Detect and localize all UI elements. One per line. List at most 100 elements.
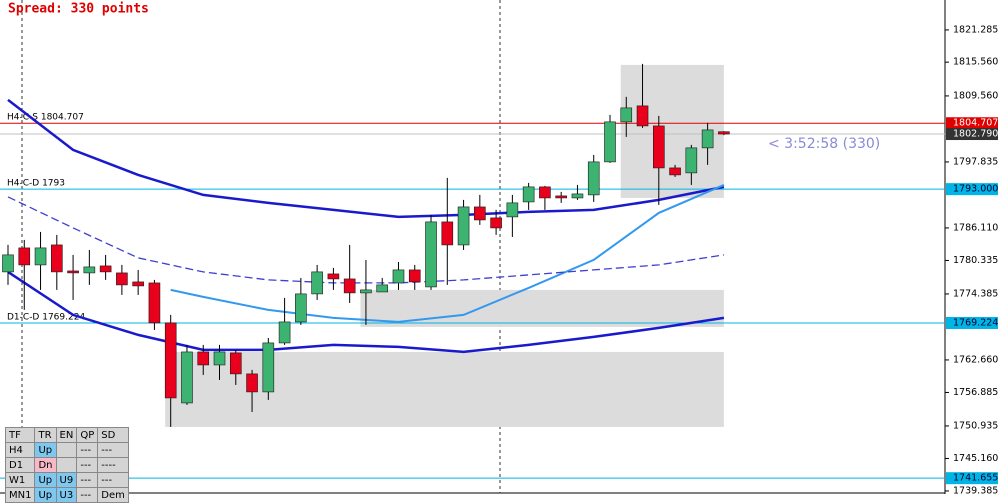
y-tick-label: 1756.885 — [953, 387, 998, 398]
table-cell: Up — [34, 487, 57, 503]
candle-body — [490, 217, 502, 229]
level-tag-label: 1741.655 — [953, 473, 998, 484]
table-cell: W1 — [4, 472, 36, 488]
candle-body — [343, 278, 356, 294]
indicator-line — [7, 98, 725, 219]
candle-body — [669, 167, 681, 176]
y-tick-label: 1815.560 — [953, 57, 998, 68]
table-row: H4 Up --- --- — [4, 442, 129, 458]
trend-table: TF TR EN QP SD H4 Up --- --- D1 Dn --- ---- W1 Up U9 ---… — [4, 427, 129, 503]
y-tick-label: 1809.560 — [953, 90, 998, 101]
level-tag — [946, 316, 998, 329]
candle-body — [652, 125, 665, 169]
table-cell: Dem — [97, 487, 129, 503]
candle-body — [229, 352, 242, 375]
table-cell: H4 — [4, 442, 36, 458]
candle-body — [311, 271, 323, 295]
table-row: MN1 Up U3 --- Dem — [4, 487, 129, 503]
candle-body — [278, 321, 291, 344]
candle-body — [181, 351, 193, 404]
candle-body — [718, 131, 730, 135]
candle-body — [51, 244, 63, 273]
y-tick-label: 1786.110 — [953, 222, 998, 233]
candles — [2, 63, 730, 427]
current-price-label: 1802.790 — [953, 129, 998, 140]
y-tick-label: 1821.285 — [953, 24, 998, 35]
price-axis-bg — [945, 0, 1000, 500]
candle-body — [685, 147, 698, 174]
table-row: W1 Up U9 --- --- — [4, 472, 129, 488]
table-cell: Up — [34, 472, 57, 488]
candle-body — [441, 221, 454, 246]
indicator-line — [7, 270, 725, 354]
candle-body — [555, 195, 567, 199]
candle-body — [408, 269, 421, 283]
indicator-line — [170, 183, 725, 323]
table-cell: --- — [97, 442, 129, 458]
table-cell: Dn — [34, 457, 57, 473]
candle-body — [148, 282, 161, 324]
level-tag-label: 1793.000 — [953, 184, 998, 195]
table-cell: TF — [4, 427, 36, 443]
candle-body — [197, 351, 210, 366]
table-cell: U9 — [55, 472, 78, 488]
level-tag — [946, 117, 998, 130]
candle-body — [376, 284, 389, 293]
candle-body — [327, 273, 340, 280]
candle-body — [99, 265, 112, 273]
candle-body — [425, 221, 437, 288]
current-price-tag — [946, 128, 998, 141]
level-tag-label: 1804.707 — [953, 118, 998, 129]
table-row: D1 Dn --- ---- — [4, 457, 129, 473]
table-cell: U3 — [55, 487, 78, 503]
candle-body — [522, 186, 535, 203]
table-cell: D1 — [4, 457, 36, 473]
y-tick-label: 1762.660 — [953, 354, 998, 365]
table-cell: MN1 — [4, 487, 36, 503]
level-tag — [946, 183, 998, 196]
table-cell: Up — [34, 442, 57, 458]
candle-body — [701, 129, 714, 149]
level-label: D1-C-D 1769.224 — [7, 312, 85, 322]
zone — [165, 351, 724, 427]
candle-body — [132, 281, 144, 287]
level-tag — [946, 472, 998, 485]
table-row: TF TR EN QP SD — [4, 427, 129, 443]
candle-body — [83, 266, 96, 274]
candle-body — [360, 289, 372, 294]
candle-body — [392, 269, 405, 284]
y-tick-label: 1739.385 — [953, 485, 998, 496]
candle-body — [474, 206, 486, 221]
y-tick-label: 1780.335 — [953, 255, 998, 266]
spread-label: Spread: 330 points — [8, 2, 149, 17]
candle-body — [18, 247, 31, 266]
table-cell: --- — [97, 472, 129, 488]
level-label: H4-C-S 1804.707 — [7, 113, 84, 123]
candle-body — [67, 270, 79, 274]
candle-body — [164, 322, 177, 399]
y-tick-label: 1750.935 — [953, 420, 998, 431]
y-tick-label: 1774.385 — [953, 288, 998, 299]
candle-body — [587, 161, 600, 196]
table-cell — [55, 457, 78, 473]
table-cell: --- — [76, 487, 99, 503]
candle-body — [539, 186, 551, 199]
candle-body — [246, 373, 258, 393]
table-cell: --- — [76, 472, 99, 488]
y-tick-label: 1745.160 — [953, 453, 998, 464]
candle-body — [457, 206, 470, 246]
table-cell: SD — [97, 427, 129, 443]
zones — [165, 64, 724, 427]
candle-body — [620, 107, 633, 123]
table-cell: ---- — [97, 457, 129, 473]
zone — [360, 289, 724, 327]
candle-body — [571, 193, 584, 199]
timer-label: < 3:52:58 (330) — [768, 136, 880, 152]
candle-body — [213, 351, 226, 366]
candle-body — [506, 202, 519, 218]
level-label: H4-C-D 1793 — [7, 179, 65, 189]
candle-body — [604, 121, 616, 163]
table-cell: EN — [55, 427, 78, 443]
